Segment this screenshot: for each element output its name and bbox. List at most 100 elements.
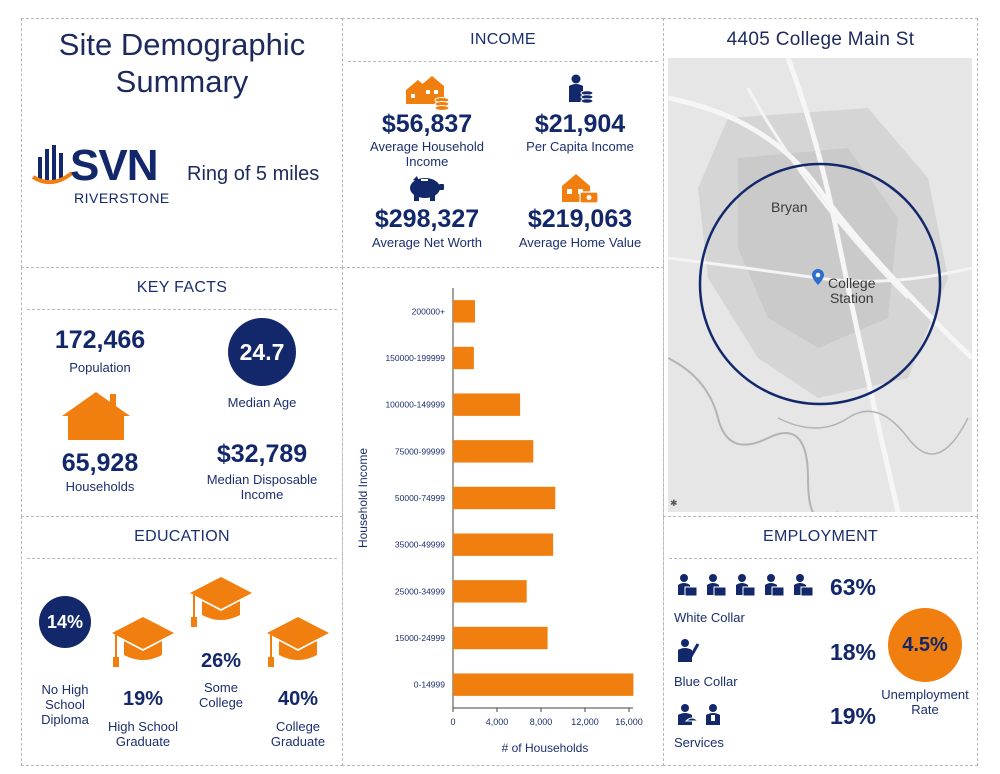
chart-category-label: 200000+ <box>412 306 445 316</box>
office-worker-icon <box>707 574 727 597</box>
key-facts-header-rule <box>27 309 337 310</box>
house-money-icon <box>562 174 599 204</box>
education-panel <box>21 516 343 766</box>
chart-category-label: 0-14999 <box>414 680 445 690</box>
some-college-value: 26% <box>200 650 242 672</box>
employment-header: EMPLOYMENT <box>762 528 878 545</box>
map-city-bryan: Bryan <box>771 199 808 215</box>
chart-x-tick-label: 12,000 <box>571 717 599 727</box>
chart-category-label: 35000-49999 <box>395 540 445 550</box>
key-facts-header: KEY FACTS <box>136 279 228 296</box>
house-icon <box>62 392 130 440</box>
svn-bars-icon <box>32 145 72 185</box>
avg-household-income-label: Average Household Income <box>352 139 502 169</box>
chart-category-label: 25000-34999 <box>395 586 445 596</box>
chart-bar <box>453 673 634 696</box>
chart-category-label: 15000-24999 <box>395 633 445 643</box>
per-capita-income-label: Per Capita Income <box>526 139 634 154</box>
high-school-label: High School Graduate <box>98 719 188 749</box>
chart-bar <box>453 626 548 650</box>
population-value: 172,466 <box>54 326 146 354</box>
chart-bar <box>453 580 527 603</box>
map-view[interactable]: Bryan College Station ✱ <box>668 58 972 512</box>
median-age-value: 24.7 <box>239 338 285 365</box>
chart-bar <box>453 486 556 510</box>
page-title-line2: Summary <box>115 64 249 99</box>
chart-x-axis-label: # of Households <box>502 741 589 755</box>
households-label: Households <box>65 479 135 494</box>
households-value: 65,928 <box>61 449 139 477</box>
no-diploma-badge: 14% <box>39 596 91 648</box>
unemployment-label-line1: Unemployment <box>881 687 969 702</box>
some-college-label-line2: College <box>198 695 244 710</box>
some-college-label-line1: Some <box>204 680 238 695</box>
chart-x-tick-label: 4,000 <box>486 717 509 727</box>
white-collar-value: 63% <box>829 574 877 600</box>
services-value: 19% <box>829 703 877 729</box>
office-worker-icon <box>765 574 785 597</box>
college-grad-value: 40% <box>277 688 319 710</box>
piggy-bank-icon <box>410 176 444 201</box>
chart-bar <box>453 346 474 370</box>
high-school-label-line2: Graduate <box>115 734 171 749</box>
avg-household-income-label-line2: Income <box>405 154 449 169</box>
map-city-college-station-line1: College <box>828 275 876 291</box>
employment-header-rule <box>669 558 972 559</box>
unemployment-label: Unemployment Rate <box>870 687 980 717</box>
unemployment-label-line2: Rate <box>911 702 939 717</box>
map-header: 4405 College Main St <box>726 29 915 50</box>
no-diploma-label-line3: Diploma <box>41 712 89 727</box>
map-city-college-station: College Station <box>828 276 875 306</box>
some-college-label: Some College <box>181 680 261 710</box>
avg-home-value-value: $219,063 <box>527 205 633 233</box>
chart-y-axis-label: Household Income <box>356 448 370 548</box>
no-diploma-label-line2: School <box>45 697 85 712</box>
page-title-line1: Site Demographic <box>58 27 306 62</box>
population-label: Population <box>69 360 131 375</box>
chart-category-label: 50000-74999 <box>395 493 445 503</box>
chart-bar <box>453 533 554 556</box>
map-pin-icon <box>812 269 824 285</box>
disposable-income-label: Median Disposable Income <box>187 472 337 502</box>
office-worker-icon <box>678 574 698 597</box>
svn-sub-text: RIVERSTONE <box>74 190 170 206</box>
chart-category-label: 75000-99999 <box>395 446 445 456</box>
chart-x-tick-label: 0 <box>450 717 455 727</box>
per-capita-income-value: $21,904 <box>534 110 626 138</box>
service-worker-icon <box>706 704 720 725</box>
graduation-cap-icon <box>267 617 329 667</box>
blue-collar-value: 18% <box>829 639 877 665</box>
household-income-chart: Household Income # of Households 200000+… <box>356 288 643 755</box>
services-label: Services <box>674 735 724 750</box>
no-diploma-label-line1: No High <box>41 682 89 697</box>
white-collar-icons <box>676 573 826 599</box>
avg-net-worth-value: $298,327 <box>374 205 480 233</box>
education-header: EDUCATION <box>134 528 230 545</box>
education-header-rule <box>27 558 337 559</box>
graduation-cap-icon <box>112 617 174 667</box>
office-worker-icon <box>736 574 756 597</box>
disposable-income-label-line2: Income <box>240 487 284 502</box>
map-city-college-station-line2: Station <box>829 290 874 306</box>
high-school-value: 19% <box>122 688 164 710</box>
college-grad-label-line2: Graduate <box>270 734 326 749</box>
employment-panel <box>663 516 978 766</box>
median-age-badge: 24.7 <box>228 318 296 386</box>
chart-bar <box>453 440 534 463</box>
graduation-cap-icon <box>190 577 252 627</box>
svn-brand-text: SVN <box>70 141 158 190</box>
svn-logo: SVN RIVERSTONE <box>32 141 177 209</box>
avg-household-income-label-line1: Average Household <box>370 139 484 154</box>
disposable-income-value: $32,789 <box>216 440 308 468</box>
service-worker-icon <box>678 704 698 725</box>
income-header-rule <box>348 61 658 62</box>
no-diploma-value: 14% <box>46 611 84 632</box>
blue-collar-worker-icon <box>678 639 700 662</box>
ring-label: Ring of 5 miles <box>187 163 320 185</box>
chart-bar <box>453 393 521 416</box>
chart-x-tick-label: 8,000 <box>530 717 553 727</box>
person-coins-icon <box>569 74 593 104</box>
avg-household-income-value: $56,837 <box>381 110 473 138</box>
blue-collar-label: Blue Collar <box>674 674 738 689</box>
avg-net-worth-label: Average Net Worth <box>371 235 483 250</box>
